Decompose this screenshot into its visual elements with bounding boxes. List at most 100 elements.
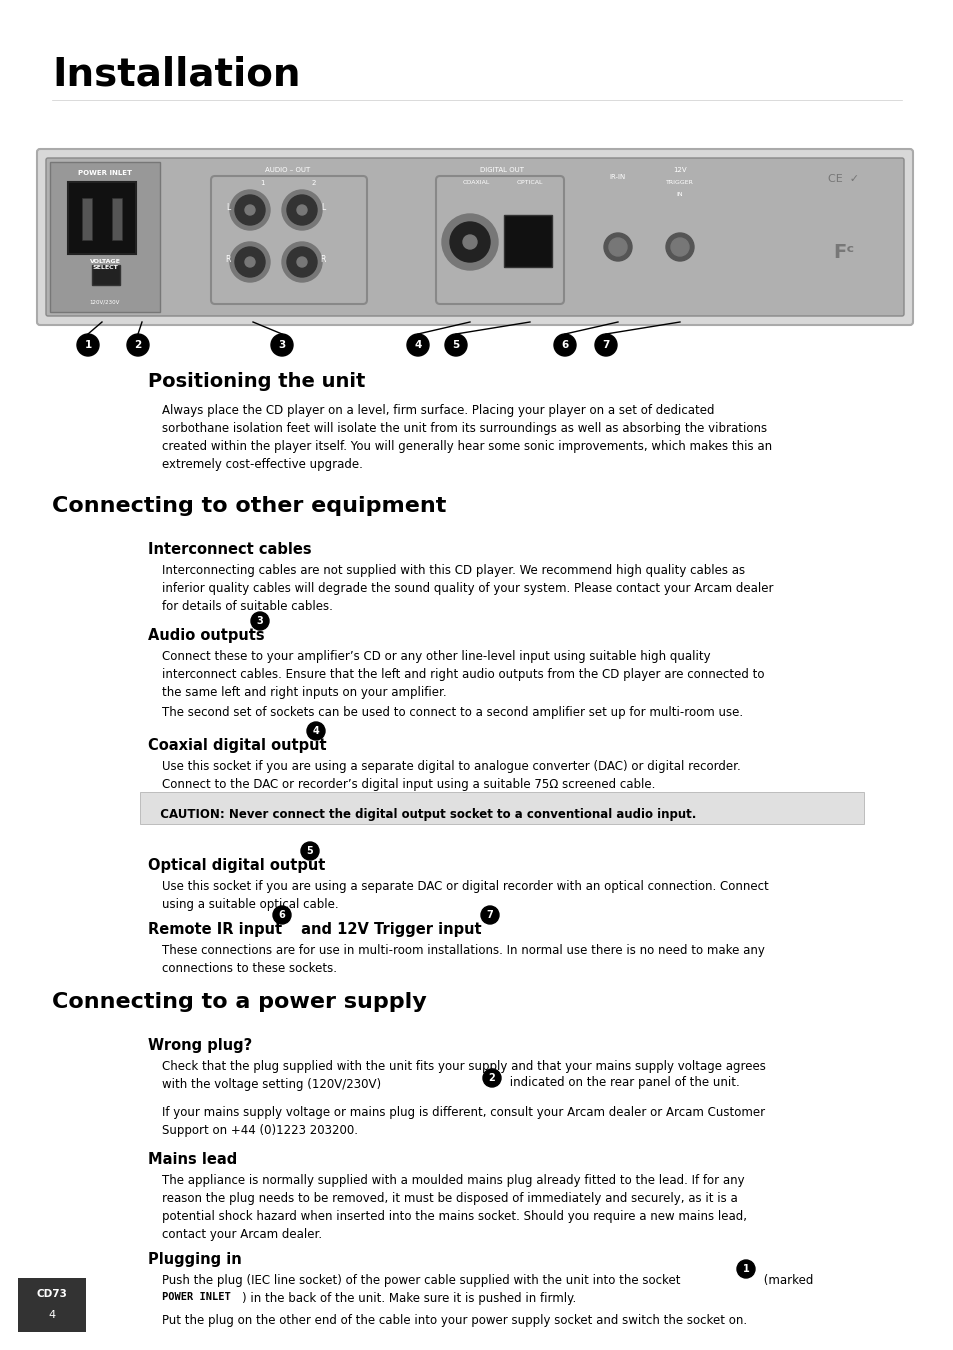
Text: Positioning the unit: Positioning the unit	[148, 373, 365, 391]
Circle shape	[665, 234, 693, 261]
Circle shape	[480, 906, 498, 923]
Text: indicated on the rear panel of the unit.: indicated on the rear panel of the unit.	[505, 1076, 739, 1089]
Text: These connections are for use in multi-room installations. In normal use there i: These connections are for use in multi-r…	[162, 944, 764, 975]
Circle shape	[301, 842, 318, 860]
Text: 3: 3	[256, 616, 263, 626]
FancyBboxPatch shape	[140, 792, 863, 824]
Text: CD73: CD73	[36, 1289, 68, 1299]
Text: 12V: 12V	[673, 167, 686, 173]
Text: Installation: Installation	[52, 55, 300, 93]
Circle shape	[230, 190, 270, 230]
Bar	[50, 162, 160, 312]
Text: Plugging in: Plugging in	[148, 1251, 241, 1268]
Circle shape	[296, 205, 307, 215]
Bar	[91, 265, 120, 285]
Text: DIGITAL OUT: DIGITAL OUT	[479, 167, 523, 173]
Text: Check that the plug supplied with the unit fits your supply and that your mains : Check that the plug supplied with the un…	[162, 1060, 765, 1091]
Circle shape	[245, 256, 254, 267]
Text: Always place the CD player on a level, firm surface. Placing your player on a se: Always place the CD player on a level, f…	[162, 404, 771, 471]
Text: IN: IN	[676, 192, 682, 197]
Text: L: L	[320, 204, 325, 212]
Text: 5: 5	[306, 846, 313, 856]
Circle shape	[608, 238, 626, 256]
Text: Wrong plug?: Wrong plug?	[148, 1038, 252, 1053]
Text: Remote IR input: Remote IR input	[148, 922, 287, 937]
Text: 6: 6	[278, 910, 285, 919]
Text: and 12V Trigger input: and 12V Trigger input	[295, 922, 486, 937]
Text: The appliance is normally supplied with a moulded mains plug already fitted to t: The appliance is normally supplied with …	[162, 1174, 746, 1241]
Text: CAUTION: Never connect the digital output socket to a conventional audio input.: CAUTION: Never connect the digital outpu…	[152, 809, 696, 821]
Text: Audio outputs: Audio outputs	[148, 628, 270, 643]
Bar	[68, 182, 136, 254]
Text: 2: 2	[134, 340, 141, 350]
Text: Connecting to other equipment: Connecting to other equipment	[52, 495, 446, 516]
Text: 1: 1	[741, 1264, 749, 1274]
Circle shape	[296, 256, 307, 267]
Text: 5: 5	[452, 340, 459, 350]
Text: POWER INLET: POWER INLET	[162, 1292, 231, 1301]
Text: The second set of sockets can be used to connect to a second amplifier set up fo: The second set of sockets can be used to…	[162, 706, 742, 720]
Text: Push the plug (IEC line socket) of the power cable supplied with the unit into t: Push the plug (IEC line socket) of the p…	[162, 1274, 683, 1287]
Circle shape	[603, 234, 631, 261]
Text: VOLTAGE
SELECT: VOLTAGE SELECT	[90, 259, 120, 270]
Text: R: R	[225, 255, 231, 265]
Circle shape	[282, 242, 322, 282]
Text: 6: 6	[560, 340, 568, 350]
Circle shape	[554, 333, 576, 356]
Text: Connecting to a power supply: Connecting to a power supply	[52, 992, 426, 1012]
Bar	[503, 215, 552, 267]
Text: IR-IN: IR-IN	[609, 174, 625, 180]
Text: 4: 4	[414, 340, 421, 350]
Text: Put the plug on the other end of the cable into your power supply socket and swi: Put the plug on the other end of the cab…	[162, 1314, 746, 1327]
Circle shape	[595, 333, 617, 356]
Circle shape	[287, 194, 316, 225]
Text: 2: 2	[312, 180, 315, 186]
Text: OPTICAL: OPTICAL	[517, 180, 542, 185]
Circle shape	[287, 247, 316, 277]
Circle shape	[307, 722, 325, 740]
Circle shape	[670, 238, 688, 256]
Circle shape	[251, 612, 269, 630]
Text: 2: 2	[488, 1073, 495, 1083]
Text: 120V/230V: 120V/230V	[90, 300, 120, 305]
Text: Use this socket if you are using a separate DAC or digital recorder with an opti: Use this socket if you are using a separ…	[162, 880, 768, 911]
Text: ) in the back of the unit. Make sure it is pushed in firmly.: ) in the back of the unit. Make sure it …	[242, 1292, 576, 1305]
Circle shape	[450, 221, 490, 262]
Text: POWER INLET: POWER INLET	[78, 170, 132, 176]
Circle shape	[462, 235, 476, 248]
Circle shape	[230, 242, 270, 282]
Circle shape	[282, 190, 322, 230]
Text: Interconnect cables: Interconnect cables	[148, 541, 312, 558]
Text: Coaxial digital output: Coaxial digital output	[148, 738, 332, 753]
Circle shape	[444, 333, 467, 356]
Text: 7: 7	[601, 340, 609, 350]
Text: Fᶜ: Fᶜ	[833, 243, 854, 262]
Text: 7: 7	[486, 910, 493, 919]
Text: (marked: (marked	[760, 1274, 813, 1287]
Text: TRIGGER: TRIGGER	[665, 180, 693, 185]
Text: Optical digital output: Optical digital output	[148, 859, 330, 873]
Circle shape	[482, 1069, 500, 1087]
Text: 1: 1	[259, 180, 264, 186]
Text: Interconnecting cables are not supplied with this CD player. We recommend high q: Interconnecting cables are not supplied …	[162, 564, 773, 613]
Text: R: R	[320, 255, 325, 265]
Circle shape	[271, 333, 293, 356]
Text: CE  ✓: CE ✓	[827, 174, 859, 184]
Bar	[82, 198, 91, 240]
Text: 4: 4	[313, 726, 319, 736]
Text: 3: 3	[278, 340, 285, 350]
FancyBboxPatch shape	[37, 148, 912, 325]
Text: 1: 1	[84, 340, 91, 350]
Bar	[18, 1278, 86, 1332]
Circle shape	[127, 333, 149, 356]
Circle shape	[407, 333, 429, 356]
Circle shape	[234, 194, 265, 225]
Circle shape	[441, 215, 497, 270]
FancyBboxPatch shape	[46, 158, 903, 316]
Circle shape	[77, 333, 99, 356]
Circle shape	[245, 205, 254, 215]
Text: AUDIO – OUT: AUDIO – OUT	[265, 167, 311, 173]
Text: If your mains supply voltage or mains plug is different, consult your Arcam deal: If your mains supply voltage or mains pl…	[162, 1106, 764, 1137]
Text: Connect these to your amplifier’s CD or any other line-level input using suitabl: Connect these to your amplifier’s CD or …	[162, 649, 763, 699]
Circle shape	[234, 247, 265, 277]
